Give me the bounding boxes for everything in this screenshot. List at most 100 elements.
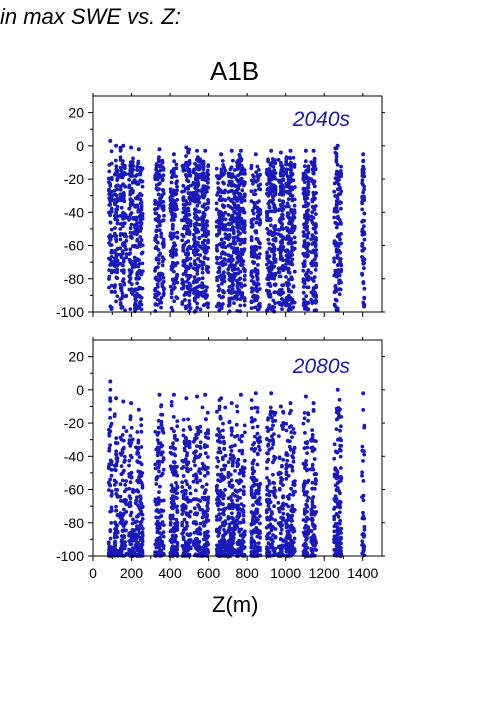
data-point (136, 451, 141, 455)
data-point (184, 269, 188, 273)
data-point (135, 221, 139, 226)
data-point (201, 171, 206, 176)
data-point (306, 300, 311, 305)
data-point (218, 440, 223, 445)
data-point (362, 261, 367, 265)
data-point (187, 201, 192, 206)
data-point (362, 266, 366, 271)
data-point (218, 194, 223, 199)
data-point (227, 233, 232, 237)
data-point (279, 527, 284, 532)
data-point (129, 510, 134, 515)
data-point (161, 240, 166, 244)
data-point (276, 157, 281, 162)
data-point (334, 154, 339, 159)
data-point (157, 462, 162, 467)
data-point (181, 286, 186, 291)
data-point (114, 508, 119, 513)
data-point (204, 294, 209, 299)
data-point (114, 449, 119, 454)
data-point (362, 187, 366, 192)
data-point (242, 298, 247, 303)
data-point (267, 241, 272, 246)
data-point (249, 163, 254, 168)
data-point (257, 255, 261, 260)
data-point (255, 271, 260, 276)
data-point (217, 531, 222, 535)
data-point (301, 230, 306, 234)
data-point (277, 270, 282, 274)
data-point (272, 481, 277, 485)
data-point (269, 427, 274, 431)
data-point (237, 513, 242, 518)
data-point (256, 541, 261, 545)
data-point (188, 198, 193, 203)
data-point (115, 294, 120, 299)
data-point (281, 544, 285, 549)
data-point (115, 252, 120, 257)
data-point (314, 263, 318, 268)
data-point (184, 145, 189, 150)
data-point (206, 506, 210, 511)
data-point (140, 269, 145, 274)
data-point (121, 191, 126, 195)
data-point (159, 403, 164, 407)
data-point (186, 417, 191, 422)
data-point (171, 249, 176, 253)
data-point (128, 251, 133, 256)
data-point (243, 529, 247, 534)
data-point (193, 520, 198, 525)
data-point (202, 202, 207, 207)
data-point (332, 189, 337, 194)
data-point (155, 453, 160, 458)
data-point (108, 203, 113, 207)
data-point (281, 495, 285, 500)
data-point (230, 213, 235, 218)
data-point (314, 212, 318, 217)
data-point (183, 298, 187, 302)
data-point (284, 470, 289, 475)
data-point (239, 479, 244, 484)
data-point (129, 259, 134, 264)
data-point (267, 479, 271, 483)
data-point (238, 496, 243, 500)
data-point (222, 165, 227, 170)
data-point (305, 451, 309, 455)
data-point (292, 431, 297, 435)
data-point (161, 204, 166, 209)
data-point (123, 540, 127, 544)
data-point (158, 223, 162, 228)
data-point (219, 237, 224, 242)
data-point (306, 169, 311, 174)
data-point (258, 553, 263, 558)
data-point (278, 404, 283, 409)
data-point (109, 289, 114, 294)
data-point (291, 540, 296, 545)
data-point (194, 512, 199, 517)
data-point (188, 274, 193, 278)
data-point (223, 245, 228, 250)
data-point (238, 303, 243, 308)
data-point (136, 440, 141, 445)
data-point (257, 496, 262, 500)
data-point (360, 227, 365, 232)
data-point (273, 488, 278, 493)
data-point (239, 256, 244, 261)
data-point (109, 206, 114, 211)
data-point (118, 494, 123, 499)
data-point (217, 301, 222, 306)
data-point (134, 498, 139, 503)
data-point (229, 478, 234, 483)
data-point (123, 184, 128, 189)
data-point (109, 459, 114, 464)
data-point (115, 218, 120, 223)
data-point (305, 224, 310, 229)
data-point (115, 258, 120, 263)
data-point (313, 257, 317, 261)
data-point (174, 191, 179, 196)
data-point (188, 288, 193, 292)
data-point (339, 241, 343, 246)
data-point (183, 491, 188, 496)
data-point (273, 224, 278, 228)
data-point (158, 168, 163, 173)
